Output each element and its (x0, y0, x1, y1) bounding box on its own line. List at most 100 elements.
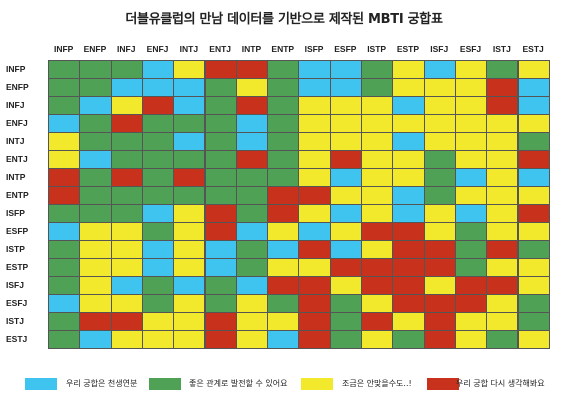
cell-enfj-isfj (423, 114, 456, 133)
cell-intp-esfj (454, 168, 488, 187)
cell-infp-isfp (298, 60, 331, 79)
cell-entj-infp (48, 150, 81, 169)
cell-enfj-istp (361, 114, 394, 133)
cell-estj-intp (235, 330, 269, 349)
cell-enfp-istp (361, 78, 394, 97)
cell-entp-estj (517, 186, 550, 205)
legend-label-2: 좋은 관계로 발전할 수 있어요 (189, 379, 288, 388)
column-header-istj: ISTJ (492, 44, 511, 54)
cell-isfj-esfj (454, 276, 488, 295)
cell-esfp-istp (361, 222, 394, 241)
cell-isfj-istp (361, 276, 394, 295)
cell-estp-enfp (79, 258, 112, 277)
cell-esfp-entp (267, 222, 300, 241)
cell-intp-estp (392, 168, 425, 187)
cell-intj-estj (517, 132, 550, 151)
cell-isfj-isfj (423, 276, 456, 295)
cell-esfp-isfj (423, 222, 456, 241)
cell-isfp-istj (486, 204, 519, 223)
cell-estj-estj (517, 330, 550, 349)
cell-istp-isfp (298, 240, 331, 259)
cell-entp-entj (204, 186, 237, 205)
cell-estp-esfp (329, 258, 362, 277)
cell-infp-entj (204, 60, 237, 79)
cell-isfp-intp (235, 204, 269, 223)
cell-isfp-enfj (141, 204, 175, 223)
cell-enfp-isfj (423, 78, 456, 97)
cell-esfp-estp (392, 222, 425, 241)
cell-intj-intp (235, 132, 269, 151)
row-header-isfp: ISFP (6, 208, 25, 218)
cell-estj-esfp (329, 330, 362, 349)
cell-intp-intj (173, 168, 206, 187)
cell-intj-istj (486, 132, 519, 151)
cell-isfj-intj (173, 276, 206, 295)
cell-enfj-infj (110, 114, 143, 133)
cell-intp-infj (110, 168, 143, 187)
cell-intj-isfp (298, 132, 331, 151)
cell-istp-enfj (141, 240, 175, 259)
cell-intp-isfj (423, 168, 456, 187)
column-header-esfj: ESFJ (459, 44, 482, 54)
cell-infj-entj (204, 96, 237, 115)
cell-istp-infp (48, 240, 81, 259)
cell-isfp-estp (392, 204, 425, 223)
cell-intj-entj (204, 132, 237, 151)
cell-entj-enfp (79, 150, 112, 169)
cell-intj-intj (173, 132, 206, 151)
cell-intp-enfp (79, 168, 112, 187)
cell-infp-estj (517, 60, 550, 79)
cell-istp-estp (392, 240, 425, 259)
cell-entp-istp (361, 186, 394, 205)
cell-entp-isfj (423, 186, 456, 205)
cell-infp-entp (267, 60, 300, 79)
cell-entj-intp (235, 150, 269, 169)
cell-entp-infp (48, 186, 81, 205)
cell-enfj-infp (48, 114, 81, 133)
cell-enfj-intj (173, 114, 206, 133)
cell-istp-istj (486, 240, 519, 259)
cell-isfj-infj (110, 276, 143, 295)
cell-intj-infj (110, 132, 143, 151)
cell-entj-esfj (454, 150, 488, 169)
cell-estp-isfp (298, 258, 331, 277)
cell-enfp-esfp (329, 78, 362, 97)
cell-isfj-intp (235, 276, 269, 295)
cell-isfp-esfj (454, 204, 488, 223)
cell-enfp-entj (204, 78, 237, 97)
cell-infp-infj (110, 60, 143, 79)
cell-istj-istp (361, 312, 394, 331)
legend: 우리 궁합은 천생연분 좋은 관계로 발전할 수 있어요 조금은 안맞을수도..… (0, 378, 568, 392)
cell-isfp-infj (110, 204, 143, 223)
cell-enfj-enfj (141, 114, 175, 133)
column-header-entp: ENTP (271, 44, 295, 54)
cell-istp-infj (110, 240, 143, 259)
cell-enfp-estp (392, 78, 425, 97)
cell-estj-esfj (454, 330, 488, 349)
cell-esfj-istj (486, 294, 519, 313)
cell-infj-infj (110, 96, 143, 115)
cell-esfj-entj (204, 294, 237, 313)
cell-infj-intj (173, 96, 206, 115)
cell-intp-istp (361, 168, 394, 187)
cell-entj-istj (486, 150, 519, 169)
cell-esfp-enfp (79, 222, 112, 241)
cell-intj-enfp (79, 132, 112, 151)
cell-infj-enfp (79, 96, 112, 115)
legend-label-3: 조금은 안맞을수도..! (342, 379, 412, 388)
cell-entj-intj (173, 150, 206, 169)
row-header-istj: ISTJ (6, 316, 24, 326)
column-header-infj: INFJ (117, 44, 136, 54)
cell-intj-isfj (423, 132, 456, 151)
row-header-istp: ISTP (6, 244, 25, 254)
cell-entp-esfj (454, 186, 488, 205)
cell-entp-esfp (329, 186, 362, 205)
cell-esfp-istj (486, 222, 519, 241)
cell-estp-esfj (454, 258, 488, 277)
chart-title: 더블유클럽의 만남 데이터를 기반으로 제작된 MBTI 궁합표 (125, 12, 443, 27)
cell-enfp-intj (173, 78, 206, 97)
legend-swatch-1 (25, 378, 57, 390)
cell-infj-esfp (329, 96, 362, 115)
cell-infj-istp (361, 96, 394, 115)
row-header-intj: INTJ (6, 136, 25, 146)
